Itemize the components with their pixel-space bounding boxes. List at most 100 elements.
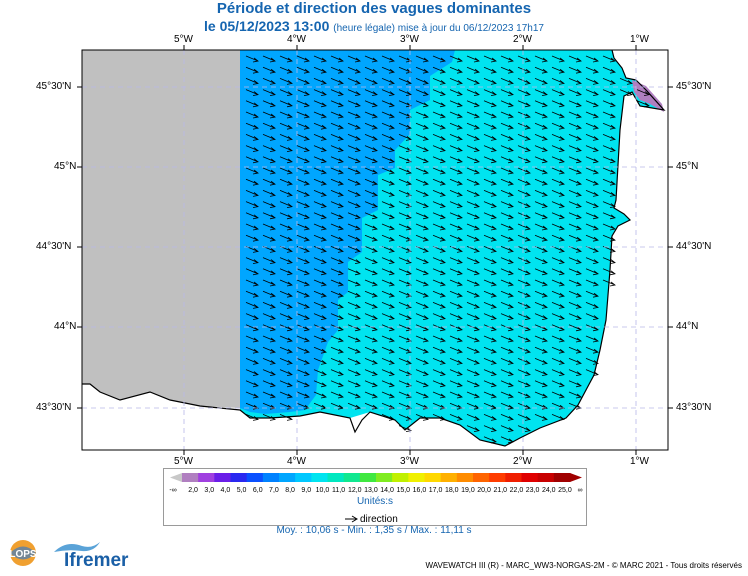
- wave-arrow: [551, 111, 565, 119]
- wave-arrow: [415, 279, 429, 287]
- wave-arrow: [449, 257, 463, 264]
- wave-arrow: [432, 380, 446, 388]
- statistics: Moy. : 10,06 s - Min. : 1,35 s / Max. : …: [276, 525, 472, 536]
- wave-arrow: [381, 145, 395, 152]
- wave-arrow: [347, 268, 361, 276]
- wave-arrow: [347, 212, 361, 220]
- wave-arrow: [381, 380, 395, 388]
- wave-arrow: [449, 414, 463, 421]
- wave-arrow: [466, 167, 480, 175]
- wave-arrow: [449, 268, 463, 276]
- wave-arrow: [585, 111, 599, 119]
- wave-arrow: [398, 234, 412, 242]
- wave-arrow: [262, 257, 276, 264]
- wave-arrow: [534, 414, 548, 421]
- wave-arrow: [483, 178, 497, 186]
- wave-arrow: [483, 346, 497, 354]
- legend-swatch: [214, 473, 231, 482]
- wave-arrow: [585, 89, 599, 96]
- wave-arrow: [551, 89, 565, 96]
- wave-arrow: [330, 134, 344, 141]
- wave-arrow: [449, 100, 463, 108]
- wave-arrow: [500, 414, 514, 421]
- wave-arrow: [534, 279, 548, 287]
- wave-arrow: [398, 201, 412, 208]
- wave-arrow: [364, 369, 378, 376]
- wave-arrow: [364, 134, 378, 141]
- wave-arrow: [534, 66, 548, 74]
- legend-swatch: [440, 473, 458, 482]
- wave-arrow: [602, 234, 616, 242]
- legend-tick-label: 7,0: [269, 487, 279, 494]
- wave-arrow: [398, 178, 412, 186]
- wave-arrow: [398, 156, 412, 164]
- wave-arrow: [585, 156, 599, 164]
- wave-arrow: [568, 100, 582, 108]
- wave-arrow: [245, 391, 259, 399]
- wave-arrow: [364, 100, 378, 108]
- wave-arrow: [466, 178, 480, 186]
- wave-arrow: [364, 268, 378, 276]
- legend-swatch: [246, 473, 264, 482]
- legend-tick-label: 10,0: [316, 487, 330, 494]
- wave-arrow: [449, 234, 463, 242]
- wave-arrow: [364, 290, 378, 298]
- wave-arrow: [330, 89, 344, 96]
- wave-arrow: [534, 358, 548, 365]
- direction-arrows: [245, 55, 650, 444]
- wave-arrow: [381, 402, 395, 410]
- wave-arrow: [245, 100, 259, 108]
- wave-arrow: [602, 145, 616, 152]
- forecast-date: le 05/12/2023 13:00: [204, 18, 330, 34]
- wave-arrow: [449, 290, 463, 298]
- wave-arrow: [466, 78, 480, 85]
- wave-arrow: [517, 66, 531, 74]
- wave-arrow: [551, 190, 565, 197]
- wave-arrow: [381, 313, 395, 320]
- wave-arrow: [279, 257, 293, 264]
- wave-arrow: [517, 313, 531, 320]
- wave-arrow: [500, 156, 514, 164]
- wave-arrow: [296, 190, 310, 197]
- wave-arrow: [313, 78, 327, 85]
- wave-arrow: [551, 178, 565, 186]
- lops-text: LOPS: [9, 549, 37, 560]
- wave-arrow: [517, 246, 531, 253]
- wave-arrow: [364, 89, 378, 96]
- wave-arrow: [466, 257, 480, 264]
- wave-arrow: [364, 335, 378, 343]
- wave-arrow: [313, 156, 327, 164]
- wave-arrow: [602, 156, 616, 164]
- wave-arrow: [602, 212, 616, 220]
- wave-arrow: [483, 190, 497, 197]
- wave-arrow: [432, 268, 446, 276]
- wave-arrow: [347, 257, 361, 264]
- lat-label-left: 45°30'N: [36, 81, 72, 92]
- wave-arrow: [330, 234, 344, 242]
- wave-arrow: [500, 369, 514, 376]
- wave-arrow: [313, 66, 327, 74]
- wave-arrow: [551, 290, 565, 298]
- wave-arrow: [364, 257, 378, 264]
- lon-label-bottom: 3°W: [400, 456, 419, 467]
- wave-arrow: [466, 313, 480, 320]
- wave-arrow: [585, 55, 599, 63]
- wave-arrow: [585, 190, 599, 197]
- wave-arrow: [330, 100, 344, 108]
- wave-arrow: [585, 268, 599, 276]
- wave-arrow: [347, 234, 361, 242]
- wave-arrow: [381, 302, 395, 309]
- wave-arrow: [415, 414, 429, 421]
- wave-arrow: [415, 201, 429, 208]
- wave-arrow: [432, 279, 446, 287]
- wave-arrow: [347, 111, 361, 119]
- wave-arrow: [500, 313, 514, 320]
- wave-map: [77, 45, 673, 455]
- wave-arrow: [296, 201, 310, 208]
- wave-arrow: [262, 100, 276, 108]
- legend-swatch: [343, 473, 361, 482]
- wave-arrow: [313, 145, 327, 152]
- wave-arrow: [568, 167, 582, 175]
- wave-arrow: [330, 190, 344, 197]
- wave-arrow: [568, 55, 582, 63]
